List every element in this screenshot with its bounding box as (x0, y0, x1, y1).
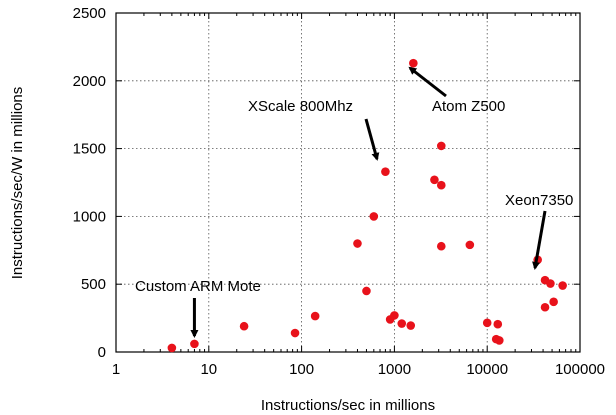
annotations: Custom ARM Mote XScale 800Mhz Atom Z500 Xeo… (135, 66, 573, 338)
data-point (540, 302, 550, 312)
annotation-arrow (408, 66, 447, 98)
y-tick-label: 1500 (73, 141, 106, 158)
data-point (369, 212, 379, 221)
x-tick-label: 10 (200, 361, 217, 378)
y-tick-label: 2000 (73, 73, 106, 90)
plot-frame (115, 12, 581, 353)
x-tick-label: 1000 (378, 361, 411, 378)
data-point (546, 279, 555, 288)
annotation-label: Custom ARM Mote (135, 278, 261, 295)
data-point (397, 319, 407, 328)
y-tick-label: 1000 (73, 208, 106, 225)
data-point (558, 281, 567, 290)
data-point (409, 58, 418, 68)
y-tick-label: 0 (98, 344, 106, 361)
data-point (290, 328, 300, 338)
x-axis-label: Instructions/sec in millions (261, 397, 435, 414)
data-point (362, 286, 371, 296)
annotation-arrow (364, 118, 380, 161)
y-tick-label: 2500 (73, 5, 106, 22)
axis-ticks: 1 10 100 1000 10000 100000 0 500 1000 1500 2000 250… (73, 5, 605, 378)
x-tick-label: 1 (112, 361, 120, 378)
y-axis-label: Instructions/sec/W in millions (9, 87, 26, 280)
x-tick-label: 100 (289, 361, 314, 378)
data-point (430, 175, 439, 185)
data-point (310, 311, 320, 321)
x-tick-label: 100000 (555, 361, 605, 378)
data-point (239, 321, 249, 331)
x-tick-label: 10000 (466, 361, 508, 378)
data-point (494, 336, 504, 345)
data-point (167, 343, 177, 353)
annotation-arrow (532, 210, 547, 270)
data-point (493, 319, 503, 329)
annotation-label: Xeon7350 (505, 192, 573, 209)
data-point (353, 239, 362, 248)
data-point (390, 311, 399, 320)
data-point (381, 167, 390, 176)
data-point (406, 321, 416, 330)
data-point (436, 241, 446, 251)
data-point (465, 240, 475, 250)
grid-lines (116, 13, 580, 352)
annotation-label: Atom Z500 (432, 98, 505, 115)
data-point (190, 339, 199, 349)
y-tick-label: 500 (81, 276, 106, 293)
annotation-label: XScale 800Mhz (248, 98, 353, 115)
data-point (482, 318, 492, 328)
data-points (167, 58, 567, 353)
data-point (549, 297, 558, 307)
data-point (436, 180, 446, 190)
data-point (436, 141, 446, 151)
